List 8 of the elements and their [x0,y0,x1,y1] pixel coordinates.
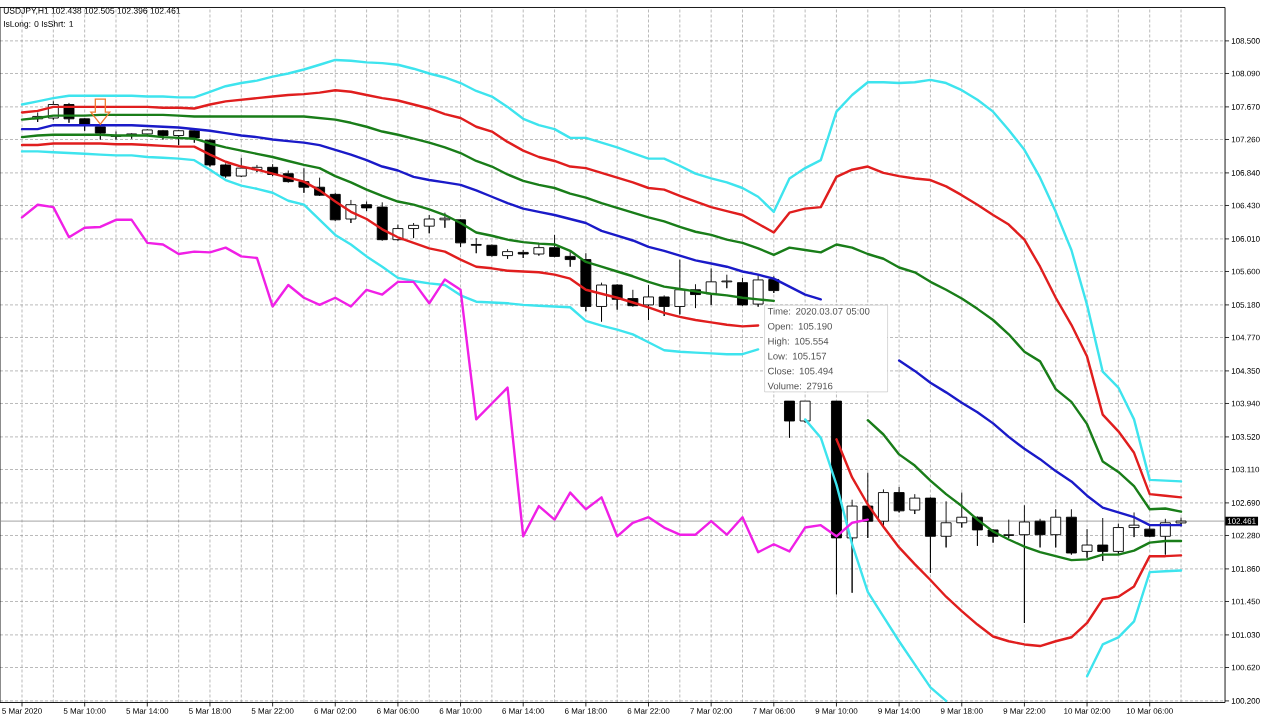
annotation: High: 105.554 [768,337,829,347]
annotation: Close: 105.494 [768,367,834,375]
annotation: Time: 2020.03.07 05:00 [767,307,870,315]
text: IsLong: 0 IsShrt: 1 [3,20,74,29]
chart-title: USDJPY,H1 102.438 102.505 102.396 102.461 [3,7,181,15]
annotation: Volume: 27916 [767,382,833,390]
annotation: Low: 105.157 [768,352,827,360]
annotation: Open: 105.190 [768,322,832,332]
